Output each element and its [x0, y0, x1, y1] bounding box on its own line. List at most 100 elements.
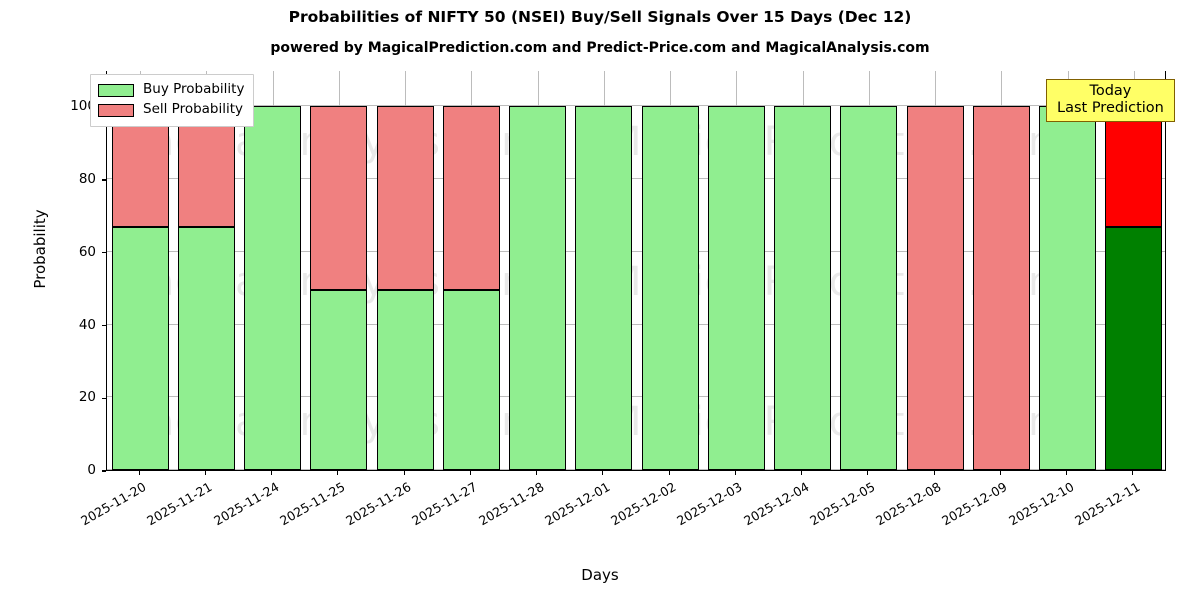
today-annotation: Today Last Prediction	[1046, 79, 1175, 123]
x-tick-label: 2025-11-25	[276, 479, 348, 529]
x-tick-mark	[602, 471, 604, 475]
y-tick-label: 20	[78, 389, 96, 406]
x-tick-label: 2025-12-03	[674, 479, 745, 529]
x-tick-mark	[204, 471, 206, 475]
gridline-horizontal	[107, 178, 1165, 180]
x-tick-label: 2025-12-01	[541, 479, 613, 529]
gridline-horizontal	[107, 469, 1165, 470]
gridline-horizontal	[107, 105, 1165, 107]
bar-group[interactable]	[774, 71, 832, 470]
x-tick-mark	[801, 471, 803, 475]
x-tick-mark	[138, 471, 140, 475]
bar-segment-buy[interactable]	[1105, 227, 1163, 470]
legend-item[interactable]: Buy Probability	[98, 80, 244, 100]
plot-area: MagicalAnalysis.comMagicalPrediction.com…	[106, 71, 1166, 471]
bar-segment-buy[interactable]	[774, 106, 832, 470]
bar-group[interactable]	[442, 71, 500, 470]
y-tick-label: 100	[70, 98, 96, 115]
x-tick-mark	[469, 471, 471, 475]
gridline-horizontal	[107, 250, 1165, 252]
x-tick-label: 2025-11-28	[475, 479, 547, 529]
x-tick-mark	[271, 471, 273, 475]
y-tick-mark	[102, 324, 106, 327]
gridline-horizontal	[107, 323, 1165, 325]
bar-group[interactable]	[509, 71, 567, 470]
bar-segment-sell[interactable]	[376, 106, 434, 290]
bar-group[interactable]	[840, 71, 898, 470]
bar-segment-buy[interactable]	[1039, 106, 1097, 470]
bar-segment-sell[interactable]	[310, 106, 368, 290]
bar-segment-sell[interactable]	[906, 106, 964, 470]
y-tick-label: 60	[78, 243, 96, 260]
x-tick-mark	[337, 471, 339, 475]
x-axis-title: Days	[581, 566, 619, 584]
bar-group[interactable]	[575, 71, 633, 470]
x-tick-label: 2025-12-02	[608, 479, 679, 529]
x-tick-label: 2025-11-20	[78, 479, 149, 529]
x-tick-mark	[1132, 471, 1134, 475]
bar-group[interactable]	[1039, 71, 1097, 470]
y-tick-label: 80	[78, 171, 96, 188]
x-tick-label: 2025-12-09	[939, 479, 1010, 529]
x-tick-label: 2025-11-21	[144, 479, 215, 529]
bar-group[interactable]	[310, 71, 368, 470]
x-tick-label: 2025-12-04	[740, 479, 812, 529]
x-tick-label: 2025-12-10	[1005, 479, 1077, 529]
x-tick-mark	[536, 471, 538, 475]
bar-segment-buy[interactable]	[442, 290, 500, 470]
bar-segment-buy[interactable]	[244, 106, 302, 470]
bar-group[interactable]	[376, 71, 434, 470]
bar-segment-buy[interactable]	[509, 106, 567, 470]
bar-segment-buy[interactable]	[575, 106, 633, 470]
x-tick-mark	[403, 471, 405, 475]
bar-group[interactable]	[641, 71, 699, 470]
legend-label: Sell Probability	[143, 101, 244, 118]
bar-group[interactable]	[972, 71, 1030, 470]
x-tick-label: 2025-11-27	[409, 479, 480, 529]
bar-segment-sell[interactable]	[442, 106, 500, 290]
x-tick-label: 2025-11-24	[210, 479, 282, 529]
x-tick-label: 2025-11-26	[343, 479, 414, 529]
chart-subtitle: powered by MagicalPrediction.com and Pre…	[270, 40, 930, 56]
bar-group[interactable]	[244, 71, 302, 470]
bar-segment-buy[interactable]	[111, 227, 169, 470]
legend-item[interactable]: Sell Probability	[98, 100, 244, 120]
legend-swatch-buy	[98, 83, 134, 97]
bar-group[interactable]	[177, 71, 235, 470]
today-label: Today	[1089, 83, 1132, 99]
y-tick-label: 40	[78, 316, 96, 333]
chart-title: Probabilities of NIFTY 50 (NSEI) Buy/Sel…	[288, 8, 912, 26]
bar-segment-buy[interactable]	[177, 227, 235, 470]
x-tick-mark	[867, 471, 869, 475]
bar-segment-buy[interactable]	[310, 290, 368, 470]
x-tick-label: 2025-12-05	[806, 479, 878, 529]
x-tick-mark	[1066, 471, 1068, 475]
bar-segment-sell[interactable]	[1105, 106, 1163, 228]
bar-group[interactable]	[1105, 71, 1163, 470]
x-tick-label: 2025-12-11	[1071, 479, 1143, 529]
bar-group[interactable]	[906, 71, 964, 470]
y-axis-title: Probability	[31, 209, 49, 289]
y-tick-label: 0	[87, 462, 96, 478]
y-tick-mark	[102, 179, 106, 181]
x-tick-mark	[933, 471, 935, 475]
bar-group[interactable]	[111, 71, 169, 470]
bar-segment-buy[interactable]	[707, 106, 765, 470]
y-tick-mark	[102, 252, 106, 254]
y-tick-mark	[102, 470, 106, 472]
bar-segment-buy[interactable]	[840, 106, 898, 470]
bar-segment-sell[interactable]	[972, 106, 1030, 470]
chart-legend: Buy Probability Sell Probability	[90, 74, 255, 127]
legend-swatch-sell	[98, 103, 134, 117]
x-tick-label: 2025-12-08	[873, 479, 944, 529]
x-tick-mark	[734, 471, 736, 475]
x-tick-mark	[668, 471, 670, 475]
y-tick-mark	[102, 397, 106, 399]
legend-label: Buy Probability	[143, 81, 245, 98]
bar-segment-buy[interactable]	[641, 106, 699, 470]
bar-group[interactable]	[707, 71, 765, 470]
gridline-horizontal	[107, 396, 1165, 398]
bar-segment-buy[interactable]	[376, 290, 434, 470]
x-tick-mark	[999, 471, 1001, 475]
